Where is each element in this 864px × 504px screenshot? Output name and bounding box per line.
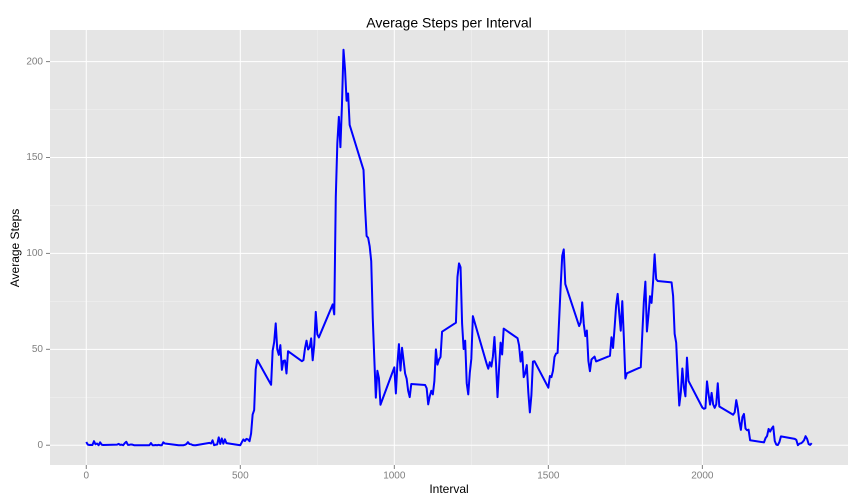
y-tick-label: 200 <box>26 56 43 67</box>
y-tick-label: 150 <box>26 152 43 163</box>
plot-panel <box>50 30 848 465</box>
grid <box>50 30 848 465</box>
y-tick-label: 50 <box>32 344 44 355</box>
x-tick-label: 0 <box>83 471 89 482</box>
x-axis-label: Interval <box>429 482 468 496</box>
marks <box>85 48 813 447</box>
x-tick-label: 1000 <box>383 471 406 482</box>
y-tick-label: 100 <box>26 248 43 259</box>
x-tick-label: 500 <box>232 471 249 482</box>
y-axis-label: Average Steps <box>8 209 22 288</box>
x-tick-label: 1500 <box>537 471 560 482</box>
x-tick-label: 2000 <box>691 471 714 482</box>
data-line <box>85 48 813 447</box>
chart-title: Average Steps per Interval <box>366 15 532 31</box>
y-tick-label: 0 <box>37 440 43 451</box>
